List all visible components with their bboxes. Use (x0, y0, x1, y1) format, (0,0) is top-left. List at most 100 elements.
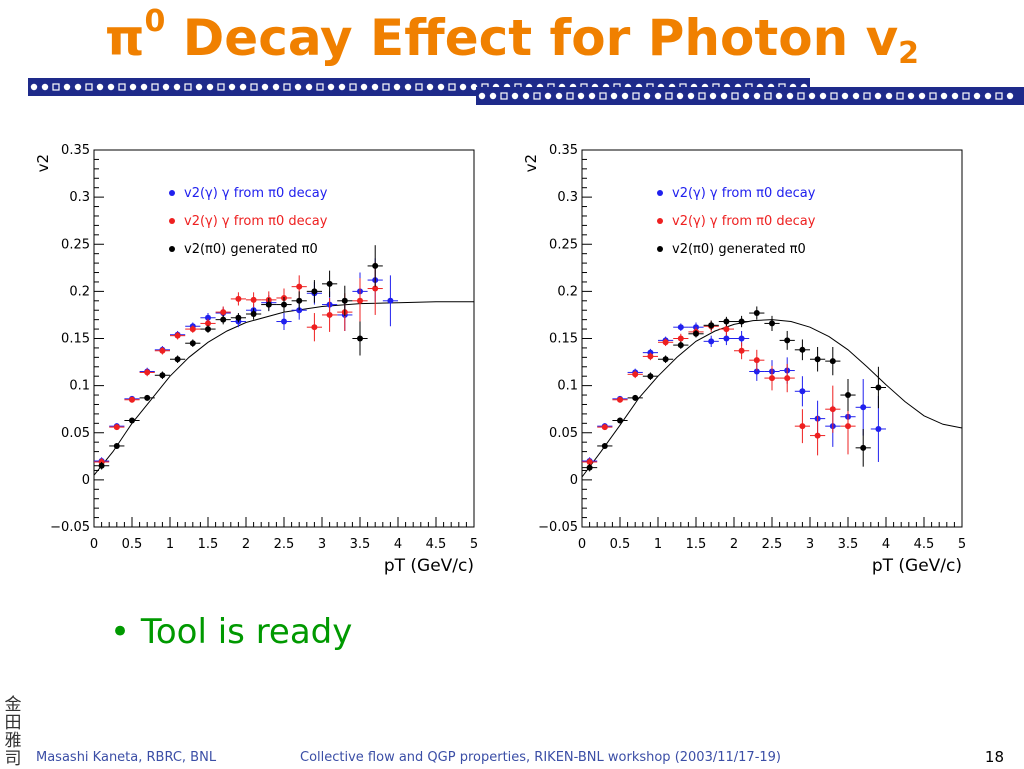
band-square-mark (283, 83, 291, 91)
data-point (322, 270, 338, 298)
data-point (749, 349, 765, 371)
data-point (154, 346, 170, 355)
band-dot-mark (327, 83, 335, 91)
marker (220, 309, 227, 316)
marker (586, 458, 593, 465)
band-dot-mark (522, 92, 530, 100)
x-tick-label: 5 (470, 537, 478, 552)
band-dot-mark (984, 92, 992, 100)
data-point (764, 315, 780, 331)
x-tick-label: 1 (654, 537, 662, 552)
band-square-mark (349, 83, 357, 91)
marker (205, 314, 211, 321)
marker (129, 417, 135, 424)
bullet-mark: • (110, 612, 131, 652)
band-dot-mark (577, 92, 585, 100)
band-dot-mark (775, 92, 783, 100)
series-2 (94, 245, 383, 470)
band-dot-mark (393, 83, 401, 91)
data-point (794, 376, 810, 407)
marker (784, 375, 791, 382)
data-point (582, 463, 598, 472)
marker (829, 406, 836, 413)
band-dot-mark (470, 83, 478, 91)
marker (753, 368, 760, 375)
marker (662, 339, 669, 346)
marker (326, 280, 333, 287)
band-dot-mark (907, 92, 915, 100)
marker (632, 371, 639, 378)
marker (738, 318, 745, 325)
marker (372, 285, 379, 292)
x-tick-label: 1.5 (198, 537, 219, 552)
band-square-mark (797, 92, 805, 100)
marker (357, 297, 363, 304)
band-dot-mark (371, 83, 379, 91)
data-point (855, 379, 871, 436)
data-point (612, 396, 628, 403)
y-axis-label: v2 (34, 154, 52, 172)
data-point (185, 339, 201, 347)
y-tick-label: 0.15 (549, 332, 578, 347)
marker (311, 324, 318, 331)
marker (387, 297, 394, 304)
slide-title: π0 Decay Effect for Photon v2 (0, 4, 1024, 71)
chart-left: 0 0.5 1 1.5 2 2.5 3 3.5 4 4.5 5−0.0500.050.10.150.… (34, 143, 478, 576)
y-tick-label: 0 (570, 473, 578, 488)
data-point (810, 415, 826, 456)
marker (189, 326, 196, 333)
data-point (718, 316, 734, 327)
title-superscript: 0 (144, 4, 166, 39)
marker (601, 442, 608, 449)
band-square-mark (500, 92, 508, 100)
band-background (476, 87, 1024, 105)
x-tick-label: 0.5 (122, 537, 143, 552)
data-point (642, 372, 658, 380)
page-number: 18 (984, 748, 1004, 766)
x-axis-label: pT (GeV/c) (384, 556, 474, 576)
data-point (764, 365, 780, 391)
data-point (200, 318, 216, 329)
data-point (597, 442, 613, 449)
band-dot-mark (478, 92, 486, 100)
legend-marker (169, 190, 175, 196)
band-dot-mark (195, 83, 203, 91)
band-dot-mark (742, 92, 750, 100)
marker (723, 326, 730, 333)
band-dot-mark (228, 83, 236, 91)
band-dot-mark (621, 92, 629, 100)
band-dot-mark (643, 92, 651, 100)
marker (875, 384, 882, 391)
y-tick-label: 0.3 (557, 190, 578, 205)
data-point (597, 424, 613, 431)
data-point (642, 352, 658, 361)
fit-curve (93, 301, 474, 476)
band-dot-mark (261, 83, 269, 91)
marker (738, 335, 745, 342)
marker (753, 357, 760, 364)
band-dot-mark (74, 83, 82, 91)
seal-char: 雅 (4, 731, 22, 751)
data-point (367, 245, 383, 287)
marker (250, 296, 257, 303)
band-dot-mark (489, 92, 497, 100)
band-square-mark (863, 92, 871, 100)
x-tick-label: 1.5 (686, 537, 707, 552)
legend-entry: v2(π0) generated π0 (672, 242, 806, 257)
band-square-mark (665, 92, 673, 100)
band-square-mark (118, 83, 126, 91)
data-point (825, 346, 841, 376)
band-square-mark (566, 92, 574, 100)
marker (753, 310, 760, 317)
legend-marker (169, 246, 175, 252)
data-point (870, 366, 886, 409)
band-dot-mark (973, 92, 981, 100)
title-main: Decay Effect for Photon v (165, 9, 899, 67)
data-point (734, 315, 750, 328)
band-square-mark (632, 92, 640, 100)
data-point (139, 368, 155, 377)
marker (769, 320, 775, 327)
data-point (810, 346, 826, 372)
x-tick-label: 4 (882, 537, 890, 552)
data-point (794, 409, 810, 444)
